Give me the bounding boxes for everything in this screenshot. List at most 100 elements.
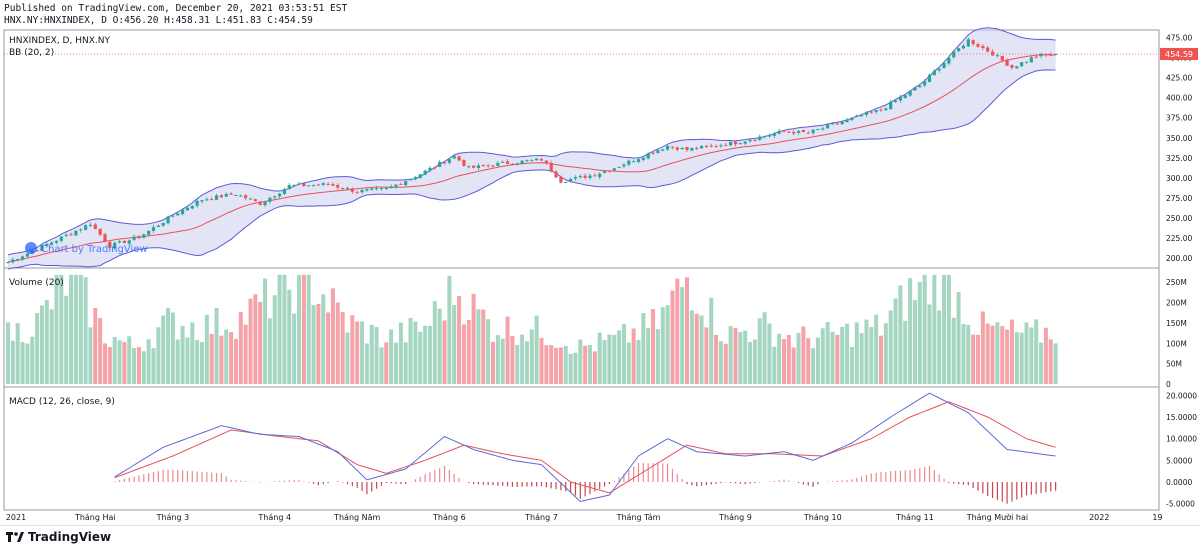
volume-axis-tick-label: 150M [1166,319,1187,328]
volume-bar [204,314,209,384]
volume-bar [277,274,282,384]
candle-body [588,175,592,179]
candle-body [738,143,742,145]
candle-body [176,213,180,216]
price-candle [268,196,272,204]
price-candle [350,187,354,194]
price-candle [695,146,699,151]
tradingview-brand[interactable]: TradingView [6,530,111,544]
candle-body [525,160,529,162]
price-candle [646,152,650,160]
candle-body [636,159,641,162]
candle-body [452,155,456,159]
candle-body [79,229,83,231]
volume-axis-tick-label: 100M [1166,339,1187,348]
candle-body [850,117,854,121]
price-candle [394,184,398,189]
ohlc-readout: HNX.NY:HNXINDEX, D O:456.20 H:458.31 L:4… [4,15,313,26]
candle-body [268,197,272,202]
candle-body [501,161,505,163]
volume-bar [418,331,423,384]
candle-body [578,176,582,178]
volume-bar [733,328,738,384]
candle-body [729,141,733,146]
volume-bar [486,319,491,384]
price-candle [860,113,864,117]
candle-body [821,128,825,130]
volume-bar [539,337,544,384]
volume-bar [166,308,171,384]
volume-bar [88,327,93,384]
price-candle [389,184,393,189]
price-candle [714,144,718,148]
volume-bar [563,346,568,384]
candle-body [137,236,141,239]
volume-bar [1024,322,1029,384]
volume-bar [995,322,1000,384]
volume-bar [481,309,486,384]
volume-bar [883,323,888,384]
price-candle [569,177,573,183]
price-candle [927,73,932,83]
volume-bar [243,324,248,384]
price-candle [287,183,291,190]
candle-body [297,183,301,185]
volume-bar [253,294,258,384]
price-candle [690,147,694,151]
price-candle [25,253,29,257]
price-candle [438,160,442,167]
price-candle [986,45,990,53]
candle-body [1024,61,1029,63]
candle-body [1000,55,1004,61]
volume-bar [394,342,398,384]
price-candle [54,240,59,245]
volume-bar [44,300,49,384]
volume-bar [54,274,59,384]
volume-bar [815,337,820,384]
candle-body [957,48,961,52]
price-candle [685,146,689,152]
volume-bar [122,342,127,384]
price-candle [525,159,529,163]
macd-axis-tick-label: 0.0000 [1166,478,1192,487]
candle-body [952,51,956,58]
candle-body [16,259,20,261]
candle-body [239,195,243,197]
candle-body [539,159,544,161]
price-candle [40,244,44,251]
candle-body [884,108,888,111]
volume-bar [602,340,607,384]
volume-bar [578,339,583,384]
volume-bar [607,334,612,384]
volume-bar [156,327,161,384]
price-candle [821,126,825,131]
price-candle [801,129,805,133]
candle-body [486,165,490,167]
price-candle [758,134,762,141]
trading-chart[interactable]: 475.00450.00425.00400.00375.00350.00325.… [0,0,1200,525]
volume-bar [1053,343,1058,384]
volume-bar [360,321,365,384]
price-candle [932,69,936,76]
candle-body [1010,64,1014,68]
volume-bar [1039,342,1044,384]
volume-bar [510,335,515,384]
volume-bar [1048,339,1053,384]
candle-body [733,141,738,145]
volume-bar [200,341,204,384]
volume-pane-title: Volume (20) [9,278,64,288]
volume-bar [820,328,825,384]
volume-bar [714,334,719,384]
volume-bar [651,309,656,384]
volume-bar [495,335,500,384]
price-candle [122,240,126,244]
candle-body [331,184,335,186]
volume-bar [287,289,292,384]
volume-bar [326,312,331,384]
price-candle [811,129,815,136]
volume-bar [636,339,641,384]
volume-bar [685,277,689,384]
price-candle [360,189,364,194]
volume-bar [141,351,146,384]
volume-bar [549,345,554,384]
